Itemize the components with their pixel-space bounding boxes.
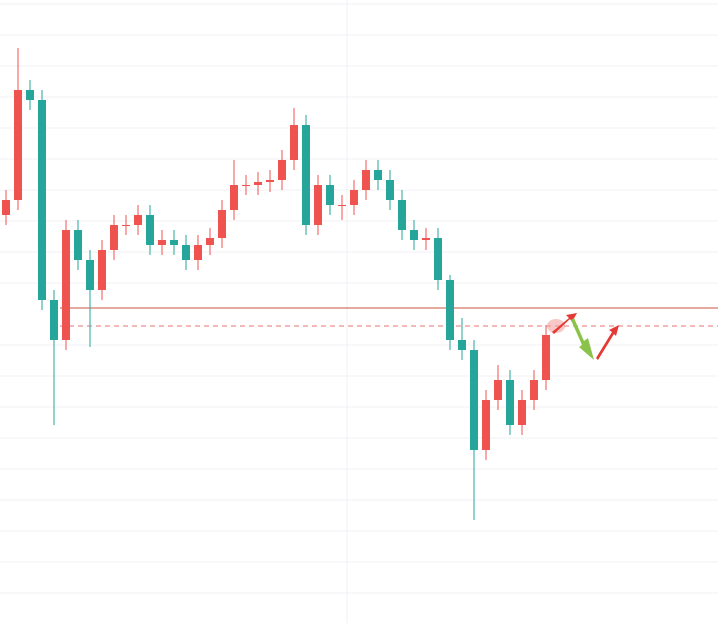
candle-body	[422, 238, 430, 240]
arrow-up	[552, 313, 577, 334]
candle-body	[242, 185, 250, 186]
candle-body	[326, 185, 334, 205]
candle-body	[470, 350, 478, 450]
candle-body	[122, 225, 130, 226]
candle-body	[134, 215, 142, 225]
candle-body	[350, 190, 358, 205]
candle-body	[302, 125, 310, 225]
candle-body	[2, 200, 10, 215]
plot	[2, 48, 718, 520]
candle-body	[50, 300, 58, 340]
candle-body	[362, 170, 370, 190]
candle-body	[74, 230, 82, 260]
candle-body	[386, 180, 394, 200]
candle-body	[182, 245, 190, 260]
candle-body	[338, 205, 346, 206]
candle-body	[398, 200, 406, 230]
candle-body	[14, 90, 22, 200]
candle-body	[194, 245, 202, 260]
candle-body	[146, 215, 154, 245]
candle-body	[230, 185, 238, 210]
candle-body	[62, 230, 70, 340]
candle-body	[266, 180, 274, 182]
arrow-up	[596, 325, 619, 360]
candle-body	[518, 400, 526, 425]
candle-body	[506, 380, 514, 425]
candle-body	[278, 160, 286, 180]
candle-body	[170, 240, 178, 245]
candle-body	[254, 182, 262, 185]
candle-body	[38, 100, 46, 300]
candle-body	[482, 400, 490, 450]
annotation-arrows	[547, 313, 619, 360]
candle-body	[410, 230, 418, 240]
candle-body	[158, 240, 166, 245]
candle-body	[494, 380, 502, 400]
candle-body	[26, 90, 34, 100]
candle-body	[530, 380, 538, 400]
candle-body	[86, 260, 94, 290]
highlight	[547, 319, 565, 333]
candle-body	[434, 238, 442, 280]
candle-body	[458, 340, 466, 350]
candle-body	[98, 250, 106, 290]
candle-body	[290, 125, 298, 160]
candle-body	[446, 280, 454, 340]
candle-body	[110, 225, 118, 250]
candle-body	[542, 335, 550, 380]
arrow-down	[571, 318, 594, 360]
candle-body	[206, 238, 214, 245]
candle-body	[218, 210, 226, 238]
candle-body	[314, 185, 322, 225]
candle-body	[374, 170, 382, 180]
